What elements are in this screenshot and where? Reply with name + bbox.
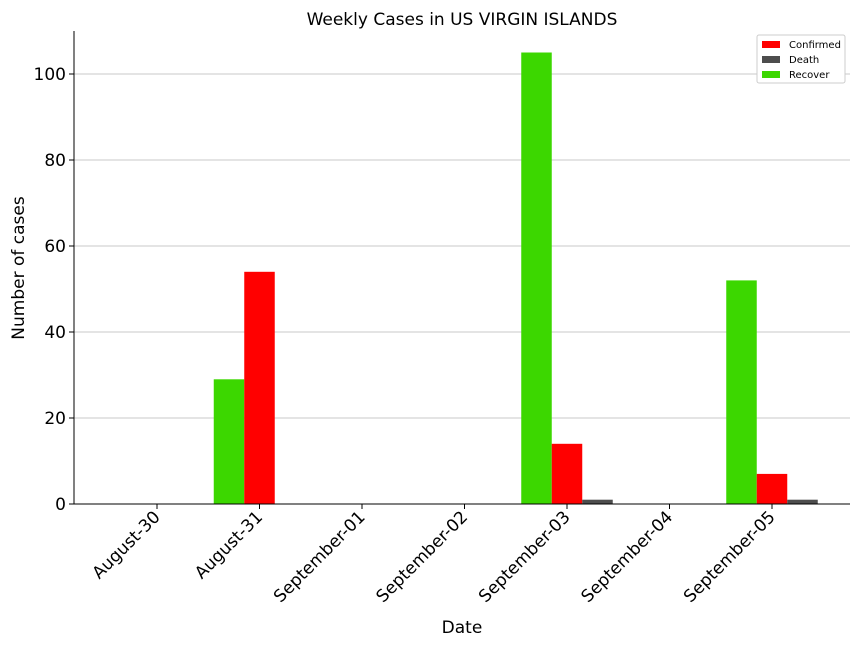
y-axis-label: Number of cases: [9, 196, 29, 340]
y-tick-label: 20: [44, 409, 66, 429]
legend-swatch: [762, 56, 780, 63]
x-tick-label: September-01: [270, 507, 369, 606]
y-ticks: 0 20 40 60 80 100: [34, 65, 74, 515]
x-ticks: August-30 August-31 September-01 September-…: [89, 504, 780, 607]
legend-label: Confirmed: [789, 40, 841, 51]
y-tick-label: 60: [44, 237, 66, 257]
x-tick-label: August-30: [89, 507, 165, 583]
legend-swatch: [762, 71, 780, 78]
y-tick-label: 100: [34, 65, 66, 85]
legend-label: Death: [789, 55, 819, 66]
legend-swatch: [762, 41, 780, 48]
chart-title: Weekly Cases in US VIRGIN ISLANDS: [307, 10, 618, 30]
x-tick-label: September-02: [373, 507, 472, 606]
axes: [73, 31, 850, 505]
bar-recover: [726, 280, 757, 504]
legend: Confirmed Death Recover: [756, 34, 846, 84]
y-tick-label: 80: [44, 151, 66, 171]
x-tick-label: September-03: [475, 507, 574, 606]
x-tick-label: August-31: [191, 507, 267, 583]
legend-label: Recover: [789, 70, 830, 81]
bar-confirmed: [244, 271, 275, 504]
y-tick-label: 0: [55, 495, 66, 515]
bar-confirmed: [551, 443, 583, 504]
bar-death: [787, 499, 818, 504]
bar-death: [582, 499, 613, 504]
x-tick-label: September-05: [680, 507, 779, 606]
gridlines: [74, 73, 850, 419]
y-tick-label: 40: [44, 323, 66, 343]
bar-confirmed: [756, 473, 788, 504]
x-tick-label: September-04: [578, 507, 677, 606]
bars: [213, 52, 818, 504]
x-axis-label: Date: [442, 618, 483, 638]
bar-recover: [213, 379, 245, 504]
bar-recover: [521, 52, 552, 504]
